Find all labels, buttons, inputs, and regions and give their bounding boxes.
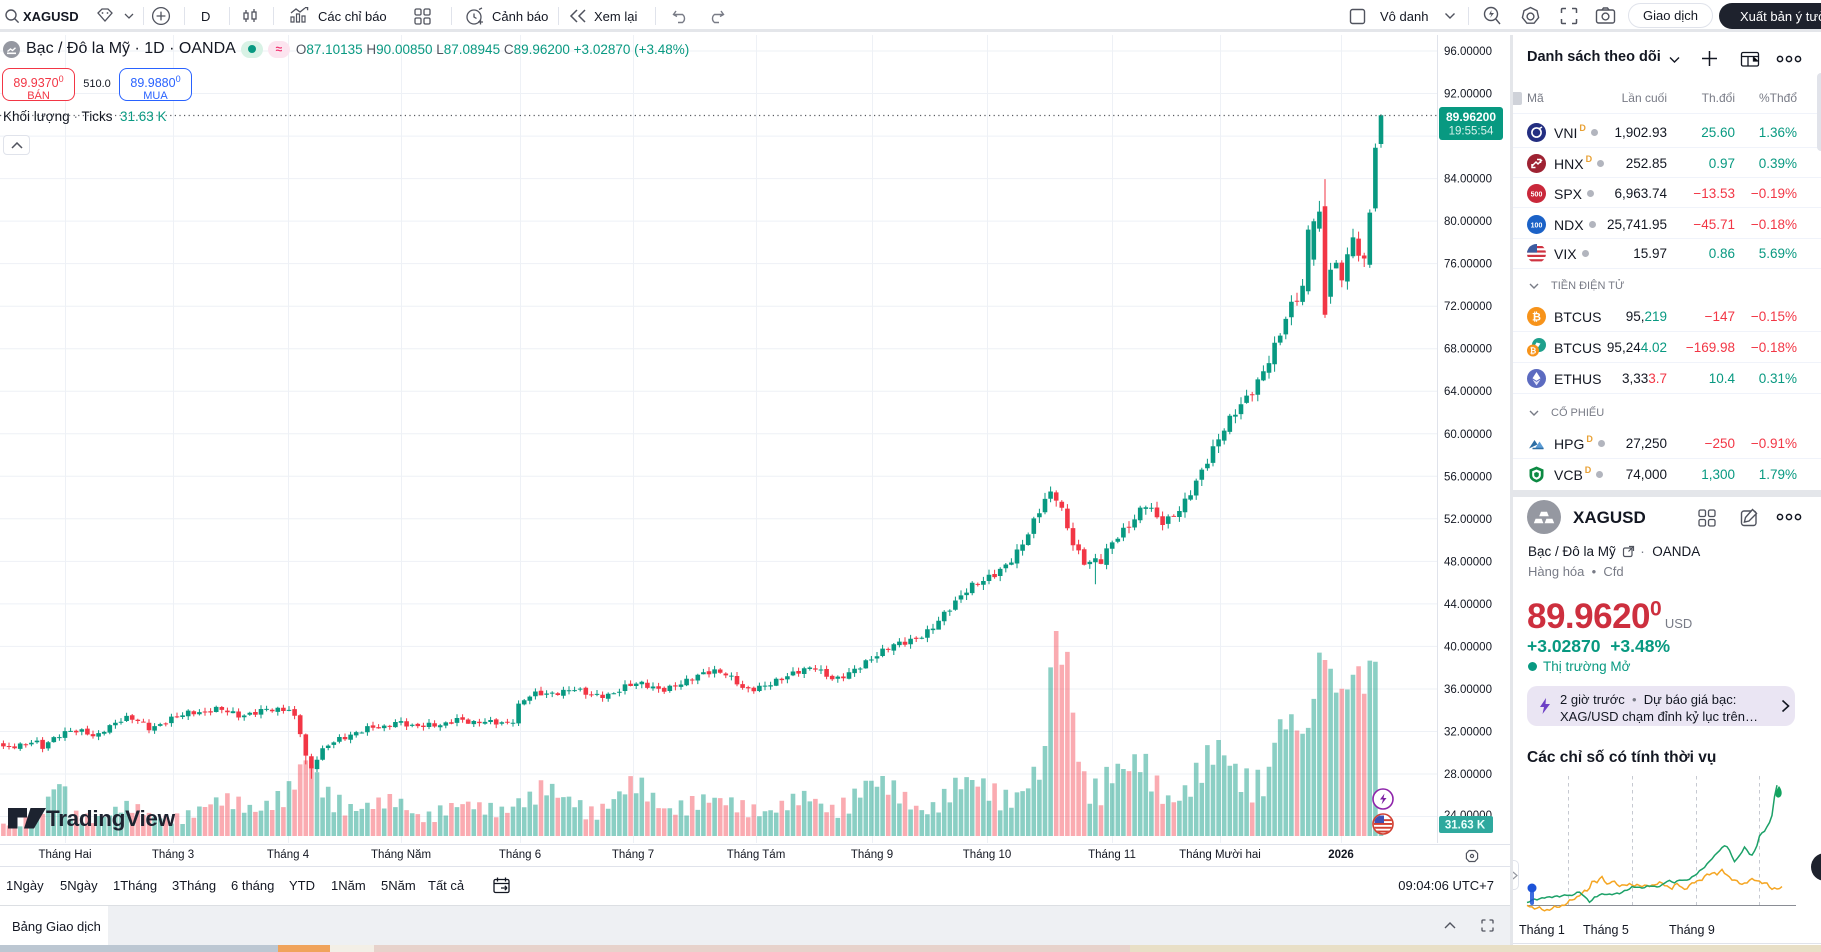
svg-text:40.00000: 40.00000 [1444, 641, 1492, 653]
svg-text:52.00000: 52.00000 [1444, 514, 1492, 526]
svg-text:₿: ₿ [1530, 347, 1537, 356]
svg-text:92.00000: 92.00000 [1444, 89, 1492, 101]
svg-text:89.96200: 89.96200 [1446, 110, 1496, 124]
svg-text:19:55:54: 19:55:54 [1449, 126, 1494, 138]
svg-text:100: 100 [1531, 222, 1543, 229]
svg-text:48.00000: 48.00000 [1444, 556, 1492, 568]
svg-text:28.00000: 28.00000 [1444, 769, 1492, 781]
svg-text:31.63 K: 31.63 K [1445, 820, 1486, 832]
svg-text:₿: ₿ [1532, 312, 1541, 324]
svg-text:96.00000: 96.00000 [1444, 46, 1492, 58]
svg-text:36.00000: 36.00000 [1444, 684, 1492, 696]
svg-text:TradingView: TradingView [46, 806, 176, 831]
svg-text:32.00000: 32.00000 [1444, 727, 1492, 739]
svg-text:72.00000: 72.00000 [1444, 301, 1492, 313]
svg-text:44.00000: 44.00000 [1444, 599, 1492, 611]
svg-text:64.00000: 64.00000 [1444, 386, 1492, 398]
svg-text:80.00000: 80.00000 [1444, 216, 1492, 228]
svg-text:60.00000: 60.00000 [1444, 429, 1492, 441]
svg-text:56.00000: 56.00000 [1444, 471, 1492, 483]
svg-text:500: 500 [1531, 191, 1543, 198]
svg-text:68.00000: 68.00000 [1444, 344, 1492, 356]
svg-text:76.00000: 76.00000 [1444, 259, 1492, 271]
svg-text:84.00000: 84.00000 [1444, 174, 1492, 186]
